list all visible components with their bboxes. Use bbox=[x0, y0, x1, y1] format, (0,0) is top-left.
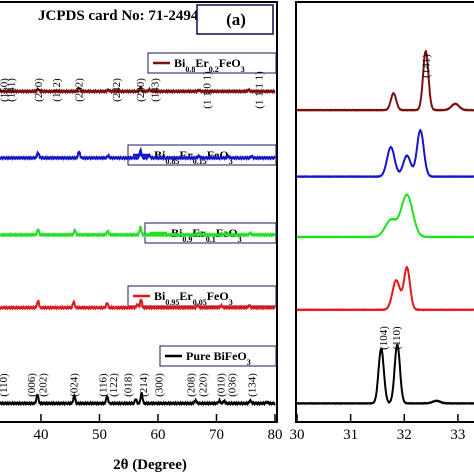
peak-label-left-3: (024) bbox=[69, 373, 81, 397]
peak-label-left-8: (1 1 0 1) bbox=[202, 71, 214, 109]
right-annotations: (141) (104) (110) bbox=[378, 54, 433, 350]
x-tick-label-right-32: 32 bbox=[397, 427, 412, 443]
peak-label-left-6: (018) bbox=[123, 373, 135, 397]
peak-label-left-6: (280) bbox=[135, 78, 147, 102]
series-line-pure-bifeo3-right bbox=[296, 343, 474, 406]
peak-label-left-1: (141) bbox=[6, 78, 18, 102]
series-line-bi0-8er0-2feo3-right bbox=[296, 49, 474, 112]
legend-box bbox=[159, 345, 277, 367]
series-line-bi0-95er0-05feo3-left bbox=[0, 298, 276, 311]
series-line-bi0-95er0-05feo3-right bbox=[296, 266, 474, 312]
legend-label: Pure BiFeO3 bbox=[186, 349, 251, 367]
x-tick-label-left-40: 40 bbox=[33, 427, 48, 443]
peak-label-left-5: (242) bbox=[111, 78, 123, 102]
x-tick-label-left-80: 80 bbox=[268, 427, 283, 443]
peak-label-left-4: (116) bbox=[97, 373, 109, 397]
peak-label-left-9: (208) bbox=[186, 373, 198, 397]
right-traces bbox=[296, 49, 474, 406]
peak-label-right-0: (104) bbox=[378, 326, 390, 350]
x-tick-label-right-33: 33 bbox=[450, 427, 465, 443]
right-plot-frame bbox=[295, 1, 474, 423]
series-line-bi0-9er0-1feo3-left bbox=[0, 225, 276, 238]
peak-label-left-10: (220) bbox=[197, 373, 209, 397]
x-tick-label-right-31: 31 bbox=[343, 427, 358, 443]
peak-label-left-12: (036) bbox=[227, 373, 239, 397]
peak-label-left-2: (202) bbox=[38, 373, 50, 397]
peak-label-left-1: (006) bbox=[26, 373, 38, 397]
legend-label: Bi0.95Er0.05FeO3 bbox=[154, 289, 233, 307]
right-panel: (141) (104) (110) 30 31 32 33 bbox=[290, 1, 474, 443]
peak-label-right-1: (110) bbox=[391, 326, 403, 350]
peak-label-left-5: (122) bbox=[108, 373, 120, 397]
series-line-bi0-8er0-2feo3-left bbox=[0, 85, 276, 95]
panel-label-box bbox=[196, 4, 274, 35]
left-panel: JCPDS card No: 71-2494 (a) Bi0.8Er0.2FeO… bbox=[0, 1, 283, 473]
left-plot-frame bbox=[0, 1, 278, 423]
left-x-axis: 40 50 60 70 80 bbox=[33, 414, 283, 443]
series-line-bi0-9er0-1feo3-right bbox=[296, 193, 474, 239]
peak-label-left-0: (150) bbox=[0, 78, 11, 102]
peak-label-left-13: (134) bbox=[247, 373, 259, 397]
series-line-bi0-85er0-15feo3-left bbox=[0, 146, 276, 161]
jcpds-card-label: JCPDS card No: 71-2494 bbox=[38, 8, 199, 24]
left-annotations: (150)(141) (210) (112) (202) (242) (280) (143)… bbox=[0, 71, 266, 397]
x-tick-label-left-50: 50 bbox=[92, 427, 107, 443]
peak-label-left-0: (110) bbox=[0, 373, 10, 397]
legend-box bbox=[147, 52, 277, 74]
peak-label-left-7: (214) bbox=[138, 373, 150, 397]
x-tick-label-left-70: 70 bbox=[209, 427, 224, 443]
peak-label-left-3: (112) bbox=[51, 78, 63, 102]
legend-label: Bi0.8Er0.2FeO3 bbox=[174, 56, 245, 74]
peak-label-left-4: (202) bbox=[73, 78, 85, 102]
peak-label-right-0: (141) bbox=[421, 54, 433, 78]
x-tick-label-right-30: 30 bbox=[290, 427, 305, 443]
peak-label-left-11: (010) bbox=[216, 373, 228, 397]
right-x-axis: 30 31 32 33 bbox=[290, 414, 465, 443]
peak-label-left-8: (300) bbox=[154, 373, 166, 397]
legend-box bbox=[127, 285, 277, 307]
peak-label-left-2: (210) bbox=[33, 78, 45, 102]
legend-bi0-8er0-2feo3: Bi0.8Er0.2FeO3 bbox=[147, 52, 277, 74]
series-line-pure-bifeo3-left bbox=[0, 392, 276, 407]
x-axis-label: 2θ (Degree) bbox=[113, 457, 187, 473]
left-traces bbox=[0, 85, 276, 407]
legend-box bbox=[144, 222, 277, 244]
legend-bi0-95er0-05feo3: Bi0.95Er0.05FeO3 bbox=[127, 285, 277, 307]
series-line-bi0-85er0-15feo3-right bbox=[296, 128, 474, 179]
legend-pure-bifeo3: Pure BiFeO3 bbox=[159, 345, 277, 367]
panel-label: (a) bbox=[226, 10, 246, 29]
peak-label-left-7: (143) bbox=[150, 78, 162, 102]
legend-box bbox=[127, 144, 277, 166]
peak-label-left-9: (1 1 1 1) bbox=[254, 71, 266, 109]
x-tick-label-left-60: 60 bbox=[150, 427, 165, 443]
